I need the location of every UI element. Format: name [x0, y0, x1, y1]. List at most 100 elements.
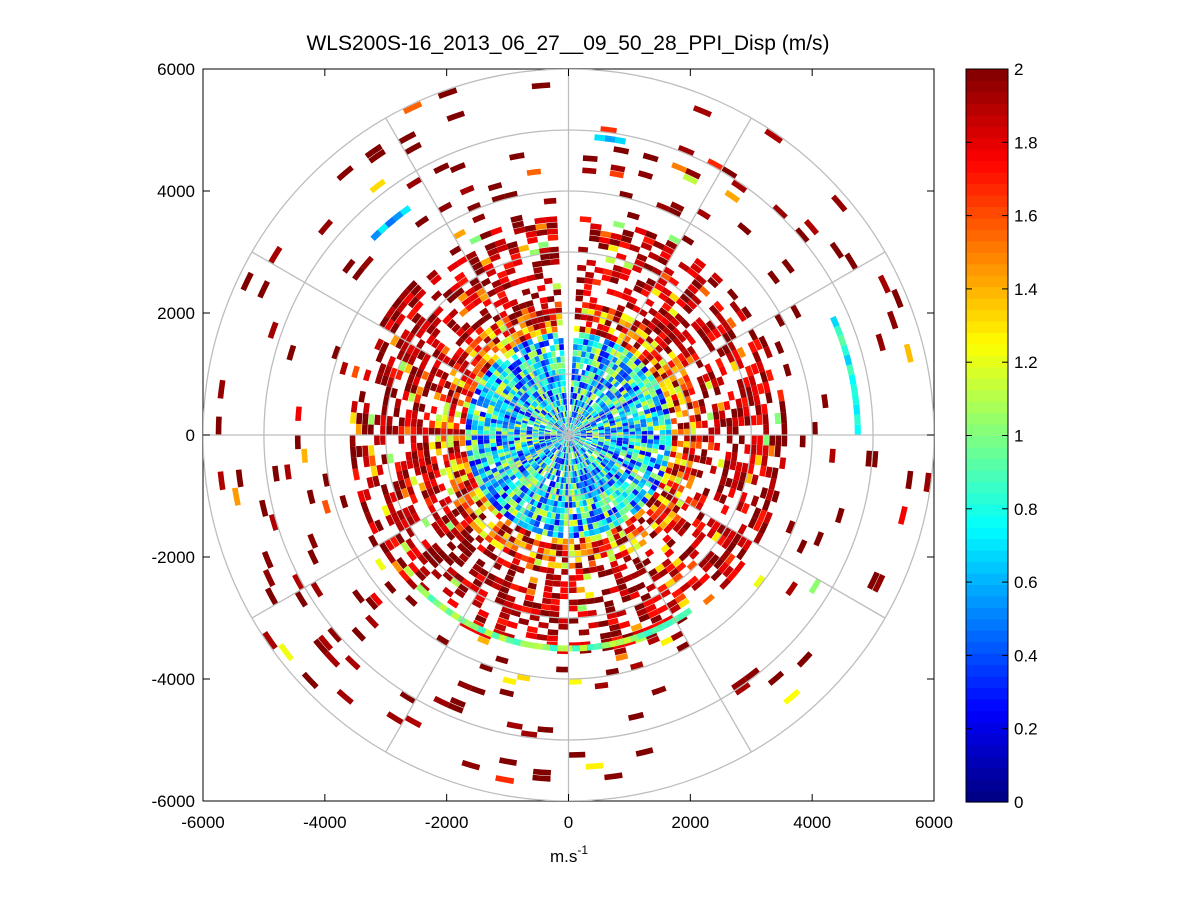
range-gate-cell	[636, 253, 648, 263]
range-gate-cell	[526, 524, 534, 532]
range-gate-cell	[583, 411, 589, 417]
range-gate-cell	[473, 516, 483, 526]
range-gate-cell	[472, 419, 479, 426]
polar-grid-spoke	[251, 434, 569, 619]
range-gate-cell	[696, 511, 706, 522]
range-gate-cell	[514, 440, 521, 444]
range-gate-cell	[380, 483, 389, 496]
range-gate-cell	[536, 466, 542, 473]
colorbar-tick-label: 1.2	[1014, 353, 1038, 372]
range-gate-cell	[492, 471, 500, 478]
range-gate-cell	[468, 403, 476, 410]
range-gate-cell	[525, 631, 538, 640]
range-gate-cell	[574, 433, 581, 435]
range-gate-cell	[618, 353, 626, 361]
range-gate-cell	[647, 435, 654, 440]
range-gate-cell	[634, 561, 645, 571]
range-gate-cell	[620, 389, 628, 396]
range-gate-cell	[457, 276, 469, 287]
range-gate-cell	[750, 444, 757, 455]
range-gate-cell	[394, 461, 402, 472]
range-gate-cell	[587, 472, 593, 478]
range-gate-cell	[521, 535, 530, 543]
range-gate-cell	[592, 316, 600, 323]
colorbar-step	[966, 676, 1008, 689]
range-gate-cell	[592, 367, 598, 374]
range-gate-cell	[406, 459, 414, 470]
range-gate-cell	[558, 412, 562, 419]
range-gate-arc-cell	[840, 344, 850, 356]
range-gate-cell	[604, 600, 615, 608]
range-gate-cell	[644, 492, 652, 500]
range-gate-cell	[496, 520, 504, 529]
polar-grid	[203, 69, 934, 801]
range-gate-cell	[582, 567, 591, 574]
range-gate-cell	[649, 406, 657, 413]
range-gate-cell	[636, 457, 644, 464]
range-gate-cell	[586, 437, 593, 440]
range-gate-cell	[638, 322, 647, 332]
range-gate-cell	[589, 229, 601, 237]
range-gate-cell	[575, 562, 583, 569]
range-gate-arc-cell	[377, 223, 389, 235]
range-gate-cell	[598, 438, 605, 441]
range-gate-cell	[557, 436, 563, 438]
range-gate-cell	[662, 326, 672, 336]
range-gate-cell	[508, 371, 516, 379]
range-gate-cell	[489, 477, 497, 485]
range-gate-cell	[706, 528, 717, 539]
range-gate-cell	[566, 423, 568, 429]
range-gate-cell	[603, 511, 610, 519]
range-gate-cell	[616, 404, 623, 411]
range-gate-cell	[520, 437, 527, 440]
range-gate-cell	[590, 455, 596, 461]
range-gate-cell	[592, 431, 599, 434]
range-gate-cell	[488, 331, 497, 341]
range-gate-cell	[582, 454, 588, 460]
range-gate-cell	[532, 539, 541, 547]
range-gate-cell	[586, 430, 593, 433]
range-gate-cell	[574, 489, 578, 496]
range-gate-cell	[657, 393, 665, 400]
range-gate-cell	[653, 282, 665, 292]
range-gate-cell	[374, 435, 380, 446]
range-gate-cell	[461, 456, 469, 464]
range-gate-cell	[495, 358, 504, 366]
range-gate-cell	[758, 521, 769, 535]
range-gate-cell	[587, 504, 593, 512]
range-gate-cell	[561, 411, 564, 418]
range-gate-cell	[377, 363, 387, 375]
range-gate-cell	[550, 258, 560, 266]
range-gate-cell	[570, 423, 573, 430]
range-gate-cell	[578, 246, 589, 253]
range-gate-cell	[483, 398, 491, 405]
range-gate-cell	[514, 552, 523, 560]
range-gate-cell	[640, 592, 652, 602]
range-gate-cell	[659, 340, 668, 350]
range-gate-cell	[678, 429, 684, 435]
range-gate-cell	[479, 452, 487, 459]
range-gate-cell	[528, 396, 534, 403]
range-gate-cell	[668, 234, 681, 245]
range-gate-cell	[458, 468, 467, 477]
range-gate-cell	[418, 360, 428, 371]
range-gate-cell	[503, 510, 512, 519]
range-gate-cell	[658, 358, 667, 367]
range-gate-cell	[695, 317, 706, 328]
range-gate-cell	[677, 333, 687, 343]
range-gate-cell	[617, 583, 628, 592]
range-gate-cell	[643, 455, 651, 462]
range-gate-cell	[538, 489, 544, 496]
range-gate-cell	[621, 371, 629, 379]
range-gate-cell	[464, 395, 472, 403]
range-gate-cell	[363, 456, 370, 468]
range-gate-cell	[580, 417, 586, 423]
range-gate-cell	[479, 472, 488, 480]
range-gate-cell	[566, 417, 568, 423]
range-gate-cell	[584, 493, 590, 500]
range-gate-cell	[607, 461, 615, 467]
range-gate-cell	[610, 430, 617, 433]
range-gate-cell	[726, 435, 733, 444]
range-gate-cell	[493, 370, 501, 378]
range-gate-cell	[508, 425, 515, 430]
